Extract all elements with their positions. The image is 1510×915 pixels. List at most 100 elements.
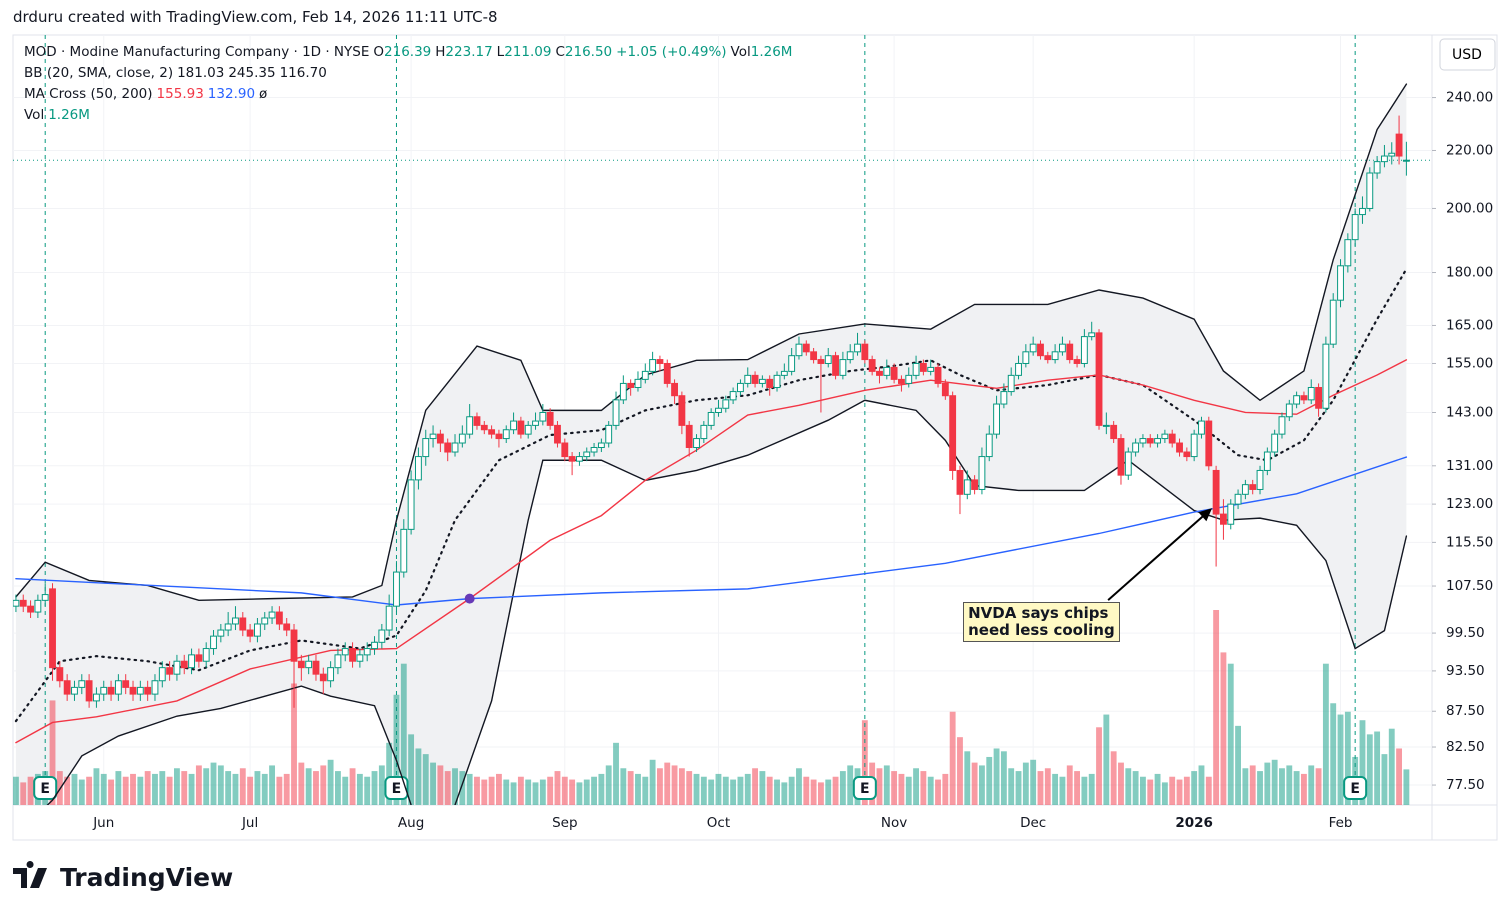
candle-body [1044,355,1052,361]
volume-bar [1110,751,1117,805]
volume-bar [876,768,883,805]
candle-body [883,366,891,376]
volume-bar [905,776,912,805]
volume-bar [1227,663,1234,805]
candle-body [971,479,979,490]
volume-bar [1066,765,1073,805]
volume-bar [825,779,832,805]
candle-body [13,599,20,607]
volume-bar [459,771,466,805]
volume-bar [1403,769,1410,805]
volume-bar [1183,776,1190,805]
volume-bar [1396,748,1402,805]
x-tick-label: Jun [92,815,114,831]
candle-body [554,424,561,444]
candle-body [919,362,927,372]
candle-body [1059,343,1066,353]
volume-bar [1088,773,1095,805]
candle-body [890,366,898,380]
candle-body [1161,433,1169,440]
volume-bar [935,779,941,805]
volume-bar [642,776,649,805]
volume-bar [1044,768,1051,805]
volume-bar [583,779,590,805]
candle-body [1285,403,1293,418]
volume-bar [766,776,773,805]
volume-bar [239,768,246,805]
volume-bar [818,782,824,805]
volume-bar [1315,768,1322,805]
volume-bar [788,776,795,805]
volume-bar [1052,773,1059,805]
candle-body [1249,484,1257,490]
currency-button[interactable] [1439,38,1496,71]
volume-bar [635,773,641,805]
value: 216.39 [384,44,432,60]
volume-bar [532,782,539,805]
volume-bar [605,765,612,805]
candle-body [715,407,722,413]
candle-body [283,623,291,631]
volume-bar [1125,768,1132,805]
volume-bar [371,771,378,805]
volume-bar [744,773,751,805]
candle-body [129,686,137,695]
candle-body [444,442,452,453]
candle-body [597,442,605,449]
candle-body [422,438,430,458]
candle-body [85,680,93,702]
volume-bar [1308,765,1315,805]
volume-bar [554,771,561,805]
candle-body [1124,451,1132,476]
earnings-badge [384,776,409,800]
candle-body [378,629,386,643]
candle-body [49,588,56,669]
candle-body [1373,161,1381,174]
candle-body [71,686,78,695]
candle-body [758,378,766,384]
earnings-label: E [392,781,402,797]
logo: TradingView [13,861,233,892]
earnings-label: E [1350,781,1360,797]
x-tick-label: 2026 [1175,815,1213,831]
volume-bar [488,776,495,805]
volume-bar [1103,714,1110,805]
candle-body [224,623,232,631]
x-tick-label: Nov [881,815,907,831]
candle-body [400,528,408,573]
logo-text: TradingView [60,863,233,892]
candle-body [941,382,949,397]
candle-body [429,433,437,440]
value: 1.26M [750,44,793,60]
candle-body [297,660,305,669]
candle-body [707,411,715,426]
candle-body [1241,484,1249,495]
volume-bar [671,765,678,805]
volume-bar [891,771,898,805]
candle-body [1315,386,1322,409]
candle-body [517,420,525,435]
volume-bar [569,779,576,805]
volume-bar [217,765,224,805]
candle-body [1176,442,1183,453]
candle-body [685,424,693,449]
volume-bar [1074,771,1080,805]
volume-bar [1359,720,1366,805]
candle-body [1381,155,1388,163]
candle-body [393,571,400,607]
value: 1.26M [48,107,90,123]
candle-body [107,686,115,695]
candle-body [1366,172,1374,209]
value: 116.70 [279,65,327,81]
volume-bar [927,776,934,805]
volume-bar [657,768,663,805]
candle-body [1095,332,1103,426]
volume-bar [415,748,422,805]
candle-body [1278,416,1286,435]
volume-bar [269,765,275,805]
volume-bar [100,773,107,805]
currency: USD [1452,47,1482,63]
bb-upper [15,83,1408,602]
candle-body [261,617,269,625]
